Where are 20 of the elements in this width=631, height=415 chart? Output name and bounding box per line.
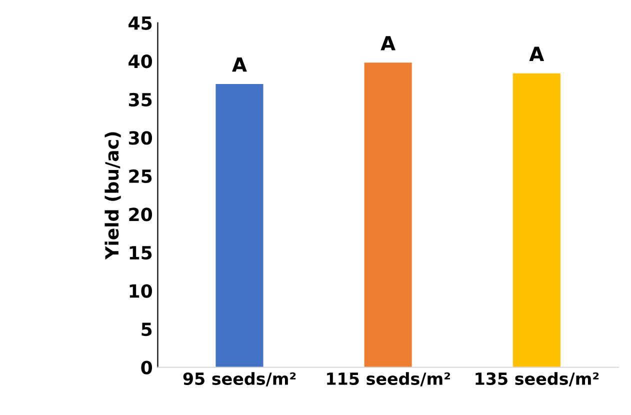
y-tick-label: 30	[128, 131, 152, 145]
x-tick-label: 135 seeds/m²	[476, 372, 599, 386]
annotation: A	[529, 46, 544, 61]
y-tick-label: 45	[128, 16, 152, 30]
y-tick-label: 15	[130, 246, 152, 260]
y-tick-label: 25	[129, 169, 152, 184]
annotation: A	[380, 36, 396, 50]
bar	[512, 73, 560, 368]
y-tick-label: 40	[128, 54, 152, 68]
y-tick-label: 35	[128, 92, 152, 106]
y-axis-title: Yield (bu/ac)	[104, 132, 121, 260]
y-tick-label: 20	[129, 208, 152, 222]
annotation: A	[232, 58, 247, 72]
y-tick-label: 10	[130, 284, 152, 298]
bar	[216, 84, 264, 368]
y-tick-label: 0	[141, 360, 152, 374]
x-tick-label: 95 seeds/m²	[183, 372, 296, 386]
bar	[364, 62, 412, 368]
x-tick-label: 115 seeds/m²	[327, 372, 450, 386]
y-tick-label: 5	[142, 322, 152, 336]
